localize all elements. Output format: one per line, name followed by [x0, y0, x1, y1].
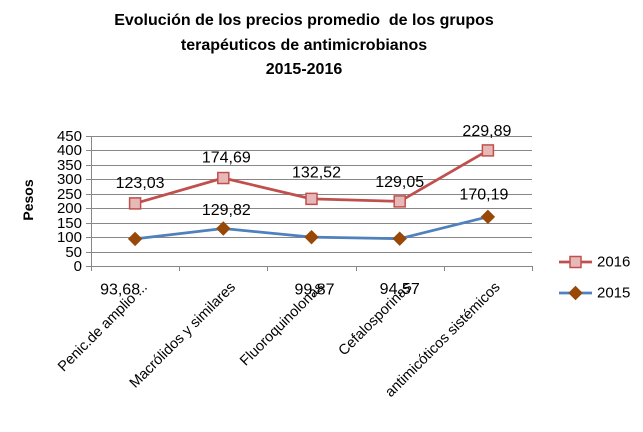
- chart-title-line-2: terapéuticos de antimicrobianos: [181, 37, 427, 54]
- legend-item-2015: 2015: [559, 285, 630, 302]
- chart-title-line-1: Evolución de los precios promedio de los…: [114, 12, 494, 29]
- marker-2015: [304, 229, 319, 245]
- y-tick-label: 250: [57, 186, 82, 203]
- marker-2015: [127, 231, 143, 247]
- series-2015: [127, 209, 496, 247]
- data-label-2016: 123,03: [116, 175, 165, 192]
- data-label-2015: 99,87: [294, 282, 334, 299]
- data-label-2015: 93,68: [100, 281, 140, 298]
- y-tick-label: 50: [65, 244, 82, 261]
- y-tick-label: 0: [74, 258, 82, 275]
- y-tick-label: 300: [57, 171, 82, 188]
- series-2016: [128, 144, 495, 210]
- chart-title-line-3: 2015-2016: [266, 61, 343, 78]
- legend-label: 2016: [597, 254, 630, 271]
- data-label-2016: 129,05: [375, 174, 424, 191]
- data-label-2015: 94,57: [380, 281, 420, 298]
- marker-2016: [305, 192, 318, 206]
- legend-marker: [569, 255, 582, 269]
- legend-item-2016: 2016: [559, 254, 630, 271]
- marker-2016: [481, 144, 495, 157]
- data-label-2016: 174,69: [202, 150, 251, 167]
- data-label-2016: 229,89: [462, 123, 511, 140]
- series-layer: [127, 144, 496, 247]
- legend-label: 2015: [597, 285, 630, 302]
- legend-marker: [568, 285, 583, 301]
- legend: 2016 2015: [559, 254, 630, 302]
- data-label-2015: 129,82: [202, 202, 251, 219]
- marker-2015: [480, 209, 496, 225]
- y-tick-label: 150: [57, 215, 82, 232]
- data-label-2015: 170,19: [459, 186, 508, 203]
- marker-2016: [217, 171, 230, 185]
- marker-2015: [392, 231, 407, 246]
- marker-2015: [216, 221, 231, 236]
- y-axis-title: Pesos: [20, 179, 36, 220]
- y-tick-label: 200: [57, 200, 82, 217]
- chart-title: Evolución de los precios promedio de los…: [114, 12, 494, 78]
- marker-2016: [393, 195, 406, 208]
- data-labels: 93,68 129,82 99,87 94,57 170,19 123,03 174,69 1…: [100, 123, 511, 299]
- y-tick-label: 450: [57, 128, 82, 145]
- y-tick-label: 350: [57, 157, 82, 174]
- y-tick-label: 400: [57, 142, 82, 159]
- marker-2016: [128, 197, 142, 210]
- data-label-2016: 132,52: [292, 164, 341, 181]
- y-tick-label: 100: [57, 229, 82, 246]
